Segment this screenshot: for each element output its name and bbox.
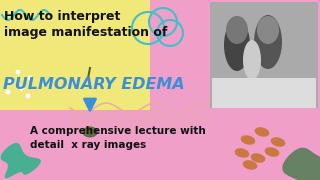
- Bar: [150, 0, 320, 110]
- Ellipse shape: [243, 40, 261, 80]
- Circle shape: [5, 89, 11, 94]
- Text: PULMONARY EDEMA: PULMONARY EDEMA: [3, 77, 185, 92]
- Circle shape: [28, 75, 33, 80]
- Bar: [249, 2, 255, 27]
- Bar: [210, 2, 318, 108]
- Circle shape: [26, 93, 30, 98]
- Polygon shape: [283, 148, 320, 180]
- Ellipse shape: [271, 137, 285, 147]
- Ellipse shape: [235, 148, 249, 158]
- Text: How to interpret: How to interpret: [4, 10, 120, 23]
- Polygon shape: [83, 127, 90, 137]
- Bar: [0, 110, 320, 180]
- Ellipse shape: [243, 160, 257, 170]
- Polygon shape: [90, 127, 97, 137]
- Circle shape: [10, 80, 14, 84]
- Ellipse shape: [254, 15, 282, 69]
- Ellipse shape: [226, 16, 248, 44]
- Text: A comprehensive lecture with: A comprehensive lecture with: [30, 126, 206, 136]
- Text: image manifestation of: image manifestation of: [4, 26, 167, 39]
- Circle shape: [20, 86, 25, 91]
- Bar: [212, 78, 316, 108]
- Text: detail  x ray images: detail x ray images: [30, 140, 146, 150]
- Circle shape: [15, 69, 20, 75]
- Ellipse shape: [251, 153, 265, 163]
- Ellipse shape: [224, 19, 250, 71]
- Polygon shape: [1, 144, 40, 178]
- Ellipse shape: [257, 16, 279, 44]
- Ellipse shape: [241, 135, 255, 145]
- Ellipse shape: [255, 127, 269, 137]
- Ellipse shape: [265, 147, 279, 157]
